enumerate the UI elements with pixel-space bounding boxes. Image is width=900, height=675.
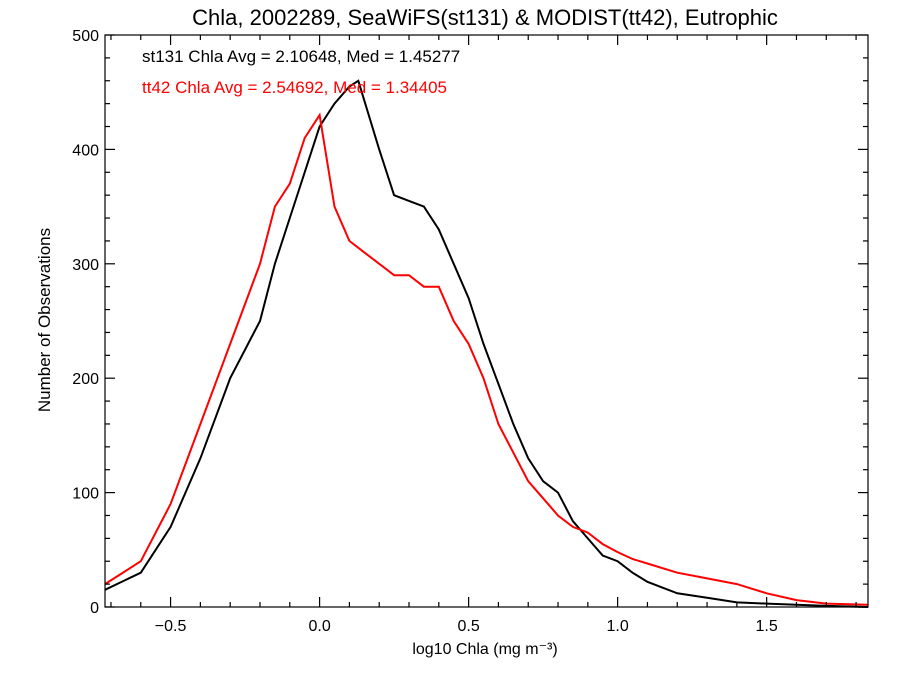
y-axis-label: Number of Observations [35, 228, 54, 412]
y-tick-label: 100 [72, 486, 99, 503]
y-tick-label: 500 [72, 28, 99, 45]
x-tick-label: 1.5 [756, 618, 778, 635]
x-axis-label: log10 Chla (mg m⁻³) [412, 641, 557, 658]
series-layer [104, 79, 869, 608]
x-tick-label: 0.5 [457, 618, 479, 635]
chart-title: Chla, 2002289, SeaWiFS(st131) & MODIST(t… [192, 5, 778, 30]
x-tick-label: 0.0 [308, 618, 330, 635]
plot-frame [104, 34, 869, 608]
x-tick-label: −0.5 [155, 618, 187, 635]
annotation-tt42: tt42 Chla Avg = 2.54692, Med = 1.34405 [142, 78, 447, 97]
y-tick-label: 400 [72, 142, 99, 159]
y-tick-label: 200 [72, 371, 99, 388]
x-tick-label: 1.0 [607, 618, 629, 635]
annotation-st131: st131 Chla Avg = 2.10648, Med = 1.45277 [142, 47, 460, 66]
y-tick-label: 300 [72, 257, 99, 274]
series-line-2 [104, 112, 869, 606]
series-line-1 [104, 79, 869, 608]
tick-layer: −0.5 0.0 0.5 1.0 1.5 0 100 200 300 400 500 [72, 28, 868, 635]
y-tick-label: 0 [90, 600, 99, 617]
